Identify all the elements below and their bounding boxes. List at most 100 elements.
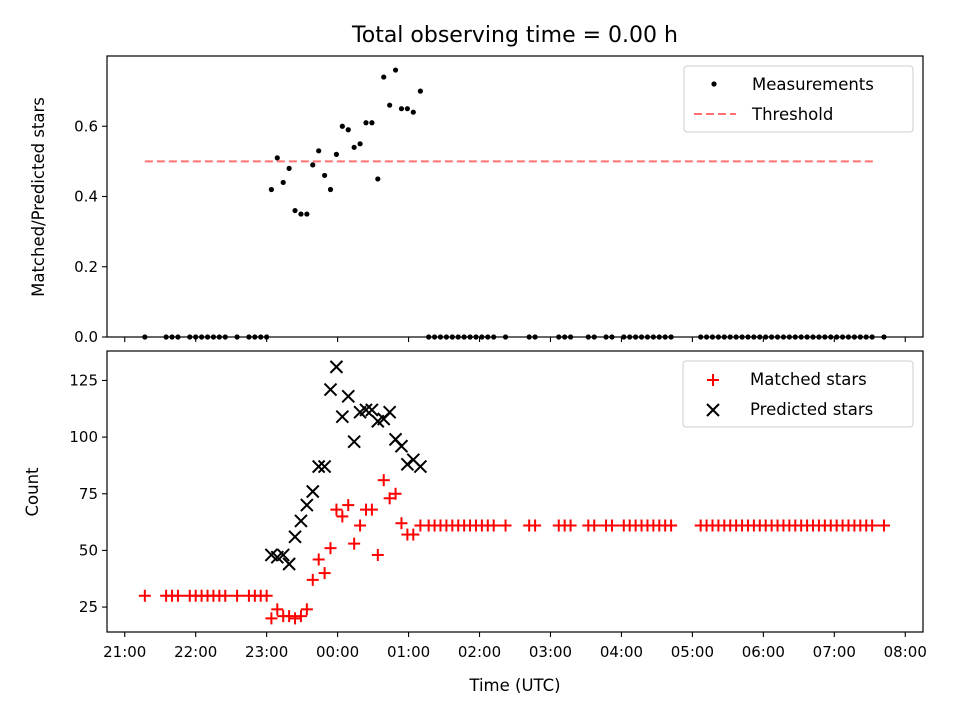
top-legend-box	[683, 65, 914, 133]
measurement-point	[375, 176, 381, 182]
measurement-point	[381, 74, 387, 80]
measurement-point	[310, 162, 316, 168]
predicted-stars-point	[317, 459, 332, 474]
predicted-stars-point	[282, 557, 296, 571]
matched-stars-point	[306, 573, 319, 586]
matched-stars-point	[564, 519, 577, 532]
x-tick-label: 04:00	[600, 643, 643, 661]
x-tick-label: 21:00	[103, 643, 146, 661]
matched-stars-point	[487, 519, 500, 532]
bottom-y-tick-label: 75	[79, 485, 98, 503]
predicted-stars-point	[300, 498, 314, 512]
legend-measurements-marker	[711, 81, 717, 87]
bottom-y-axis-label: Count	[23, 467, 42, 517]
measurement-point	[304, 211, 310, 217]
predicted-stars-point	[323, 382, 338, 397]
matched-stars-point	[271, 603, 284, 616]
x-tick-label: 23:00	[245, 643, 288, 661]
measurement-point	[392, 67, 399, 73]
predicted-stars-point	[365, 403, 379, 417]
bottom-y-tick-label: 50	[79, 541, 98, 559]
x-tick-label: 01:00	[387, 643, 430, 661]
measurement-point	[345, 127, 351, 133]
predicted-stars-point	[347, 434, 361, 449]
predicted-stars-point	[294, 514, 308, 528]
predicted-stars-point	[359, 403, 373, 417]
top-y-tick-label: 0.2	[74, 258, 98, 276]
measurement-point	[339, 123, 345, 129]
matched-stars-point	[348, 537, 361, 550]
matched-stars-point	[312, 553, 325, 566]
measurement-point	[363, 120, 369, 126]
predicted-stars-point	[335, 410, 350, 424]
measurement-point	[268, 186, 274, 193]
bottom-panel: 25 50 75 100 125 21:00 22:00 23:00 00:00 01:00 02:…	[23, 350, 927, 695]
measurement-point	[387, 102, 393, 108]
matched-stars-point	[605, 519, 618, 532]
predicted-stars-point	[311, 459, 326, 474]
bottom-plot-frame	[106, 350, 924, 633]
x-tick-label: 05:00	[671, 643, 714, 661]
matched-stars-point	[171, 589, 184, 602]
predicted-stars-point	[288, 530, 302, 544]
matched-stars-point	[389, 487, 402, 500]
legend-measurements-label: Measurements	[752, 75, 874, 94]
bottom-plot-marks	[138, 360, 890, 625]
matched-stars-point	[318, 567, 331, 580]
matched-stars-point	[300, 603, 313, 616]
matched-stars-point	[283, 610, 296, 623]
measurement-point	[369, 120, 375, 126]
matched-stars-point	[138, 589, 151, 602]
measurement-point	[292, 207, 298, 214]
legend-predicted-marker	[706, 403, 720, 417]
bottom-y-tick-label: 125	[69, 371, 98, 389]
x-tick-label: 07:00	[813, 643, 856, 661]
x-tick-label: 08:00	[884, 643, 927, 661]
measurement-point	[410, 109, 416, 115]
top-y-tick-label: 0.4	[74, 188, 98, 206]
top-panel: 0.0 0.2 0.4 0.6 Matched/Predicted stars Mea…	[29, 55, 924, 346]
bottom-y-tick-label: 25	[79, 598, 98, 616]
predicted-stars-point	[276, 548, 290, 562]
matched-stars-point	[866, 519, 879, 532]
x-tick-label: 03:00	[529, 643, 572, 661]
measurement-point	[322, 172, 328, 179]
matched-stars-point	[336, 510, 349, 523]
x-tick-label: 00:00	[316, 643, 359, 661]
measurement-point	[274, 155, 280, 161]
top-chart-title: Total observing time = 0.00 h	[351, 23, 678, 48]
measurement-point	[417, 88, 423, 94]
matched-stars-point	[324, 542, 337, 555]
measurement-point	[327, 186, 334, 193]
matched-stars-point	[877, 519, 890, 532]
predicted-stars-point	[306, 484, 320, 499]
x-tick-label: 22:00	[174, 643, 217, 661]
measurement-point	[286, 165, 292, 171]
legend-matched-label: Matched stars	[750, 370, 867, 389]
matched-stars-point	[342, 499, 355, 512]
legend-predicted-label: Predicted stars	[750, 400, 873, 419]
measurement-point	[316, 148, 322, 154]
measurement-point	[333, 151, 340, 157]
matched-stars-point	[260, 589, 273, 602]
matched-stars-point	[499, 519, 512, 532]
bottom-legend: Matched stars Predicted stars	[682, 360, 914, 428]
top-plot-frame	[106, 55, 924, 338]
matched-stars-point	[219, 589, 232, 602]
matched-stars-point	[529, 519, 542, 532]
top-y-tick-label: 0.6	[74, 117, 98, 135]
legend-matched-marker	[707, 374, 719, 386]
matched-stars-point	[371, 548, 384, 561]
predicted-stars-point	[329, 360, 344, 374]
matched-stars-point	[294, 610, 307, 623]
matched-stars-point	[588, 519, 601, 532]
matched-stars-point	[665, 519, 678, 532]
measurement-point	[280, 179, 286, 186]
predicted-stars-point	[382, 405, 397, 419]
matched-stars-point	[377, 474, 390, 487]
matched-stars-point	[365, 503, 378, 516]
measurement-point	[398, 106, 405, 112]
predicted-stars-point	[413, 459, 428, 474]
matched-stars-point	[395, 517, 408, 530]
